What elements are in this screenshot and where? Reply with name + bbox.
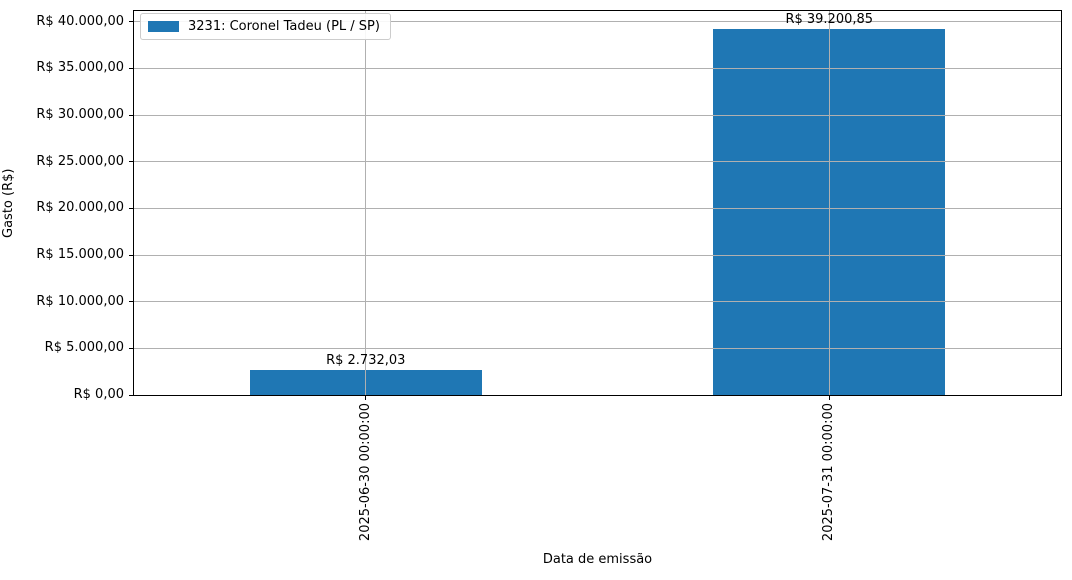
y-tick-label: R$ 25.000,00 bbox=[36, 153, 124, 169]
y-tick-mark bbox=[129, 394, 133, 396]
h-gridline bbox=[134, 347, 1061, 349]
h-gridline bbox=[134, 207, 1061, 209]
bar-value-label: R$ 39.200,85 bbox=[785, 12, 874, 28]
bar-value-label: R$ 2.732,03 bbox=[326, 352, 406, 368]
y-tick-mark bbox=[129, 254, 133, 256]
v-gridline bbox=[365, 11, 367, 395]
y-tick-label: R$ 20.000,00 bbox=[36, 200, 124, 216]
legend: 3231: Coronel Tadeu (PL / SP) bbox=[140, 13, 391, 40]
h-gridline bbox=[134, 254, 1061, 256]
x-tick-mark bbox=[365, 396, 367, 400]
h-gridline bbox=[134, 161, 1061, 163]
h-gridline bbox=[134, 301, 1061, 303]
h-gridline bbox=[134, 21, 1061, 23]
h-gridline bbox=[134, 67, 1061, 69]
y-tick-mark bbox=[129, 207, 133, 209]
y-tick-label: R$ 30.000,00 bbox=[36, 107, 124, 123]
legend-swatch-icon bbox=[148, 21, 179, 32]
y-tick-mark bbox=[129, 301, 133, 303]
y-tick-label: R$ 35.000,00 bbox=[36, 60, 124, 76]
x-axis-title: Data de emissão bbox=[542, 552, 653, 567]
y-tick-label: R$ 10.000,00 bbox=[36, 293, 124, 309]
y-tick-mark bbox=[129, 347, 133, 349]
y-tick-label: R$ 40.000,00 bbox=[36, 13, 124, 29]
legend-label: 3231: Coronel Tadeu (PL / SP) bbox=[188, 19, 380, 34]
x-tick-label: 2025-07-31 00:00:00 bbox=[821, 403, 837, 542]
y-tick-mark bbox=[129, 114, 133, 116]
y-tick-label: R$ 5.000,00 bbox=[44, 340, 124, 356]
h-gridline bbox=[134, 114, 1061, 116]
y-tick-label: R$ 0,00 bbox=[73, 387, 124, 402]
x-tick-label: 2025-06-30 00:00:00 bbox=[357, 403, 373, 542]
x-tick-mark bbox=[828, 396, 830, 400]
v-gridline bbox=[828, 11, 830, 395]
y-tick-mark bbox=[129, 161, 133, 163]
y-tick-mark bbox=[129, 67, 133, 69]
y-tick-mark bbox=[129, 21, 133, 23]
plot-area: 3231: Coronel Tadeu (PL / SP) R$ 2.732,0… bbox=[133, 10, 1062, 396]
y-tick-label: R$ 15.000,00 bbox=[36, 247, 124, 263]
